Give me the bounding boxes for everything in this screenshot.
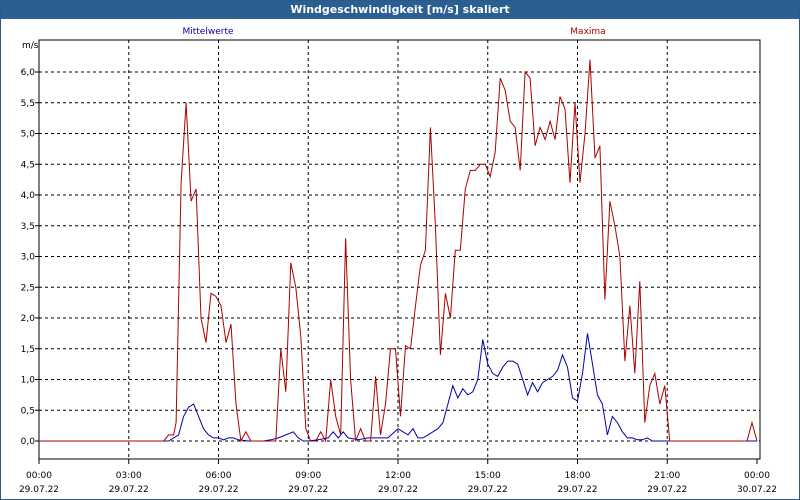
- y-tick-label: 1,0: [21, 376, 36, 386]
- y-axis-ticks: 0,0 0,5 1,0 1,5 2,0 2,5 3,0 3,5 4,0 4,5 5,0 5,5 6,0: [21, 68, 39, 447]
- y-tick-label: 4,0: [21, 191, 36, 201]
- x-axis-ticks: 00:00 29.07.22 03:00 29.07.22 06:00 29.07.22 0…: [19, 459, 777, 495]
- y-tick-label: 6,0: [21, 68, 36, 78]
- x-tick-time: 21:00: [654, 471, 680, 481]
- legend-maxima: Maxima: [570, 27, 605, 37]
- x-tick-date: 29.07.22: [109, 485, 149, 495]
- x-tick-time: 00:00: [26, 471, 52, 481]
- y-tick-label: 3,5: [21, 222, 35, 232]
- x-tick-time: 18:00: [565, 471, 591, 481]
- y-tick-label: 5,5: [21, 99, 35, 109]
- y-tick-label: 3,0: [21, 253, 36, 263]
- x-tick-date: 30.07.22: [737, 485, 777, 495]
- y-tick-label: 2,5: [21, 283, 35, 293]
- x-tick-date: 29.07.22: [378, 485, 418, 495]
- x-tick-date: 29.07.22: [647, 485, 687, 495]
- y-tick-label: 2,0: [21, 314, 36, 324]
- series-group: [39, 59, 758, 443]
- y-tick-label: 0,5: [21, 406, 35, 416]
- x-tick-time: 09:00: [295, 471, 321, 481]
- plot-area: [38, 39, 761, 460]
- y-tick-label: 1,5: [21, 345, 35, 355]
- x-tick-date: 29.07.22: [468, 485, 508, 495]
- x-tick-time: 03:00: [116, 471, 142, 481]
- y-tick-label: 0,0: [21, 437, 36, 447]
- x-tick-time: 06:00: [206, 471, 232, 481]
- x-tick-time: 12:00: [385, 471, 411, 481]
- x-tick-date: 29.07.22: [19, 485, 59, 495]
- window-title: Windgeschwindigkeit [m/s] skaliert: [1, 1, 799, 19]
- x-tick-time: 00:00: [744, 471, 770, 481]
- x-tick-date: 29.07.22: [557, 485, 597, 495]
- legend-mittelwerte: Mittelwerte: [182, 27, 233, 37]
- y-tick-label: 4,5: [21, 160, 35, 170]
- x-tick-time: 15:00: [475, 471, 501, 481]
- x-tick-date: 29.07.22: [288, 485, 328, 495]
- y-tick-label: 5,0: [21, 130, 36, 140]
- y-axis-label: m/s: [22, 41, 39, 51]
- series-line-maxima: [39, 59, 758, 443]
- x-tick-date: 29.07.22: [198, 485, 238, 495]
